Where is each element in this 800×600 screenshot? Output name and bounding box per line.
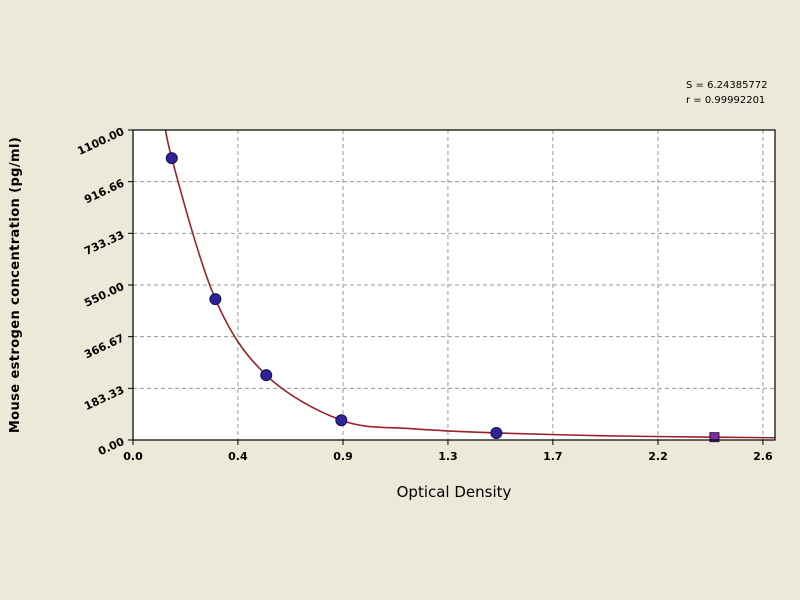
standard-curve bbox=[164, 130, 775, 439]
x-axis-title: Optical Density bbox=[396, 483, 512, 501]
y-tick-label: 1100.00 bbox=[75, 125, 126, 158]
x-tick-label: 0.9 bbox=[333, 450, 353, 463]
plot-area bbox=[133, 130, 775, 440]
data-point bbox=[165, 152, 178, 165]
y-tick-label: 183.33 bbox=[82, 383, 126, 413]
x-tick-label: 0.4 bbox=[228, 450, 248, 463]
fit-statistics: S = 6.24385772 r = 0.99992201 bbox=[686, 78, 768, 108]
data-point bbox=[490, 426, 503, 439]
y-tick-label: 550.00 bbox=[82, 280, 126, 310]
data-point bbox=[209, 293, 222, 306]
y-tick-label: 733.33 bbox=[82, 228, 126, 258]
data-point-square bbox=[709, 432, 720, 443]
x-tick-label: 1.3 bbox=[438, 450, 458, 463]
y-tick-label: 916.66 bbox=[82, 176, 126, 206]
data-point bbox=[335, 414, 348, 427]
fit-r-value: r = 0.99992201 bbox=[686, 95, 766, 106]
data-point bbox=[260, 369, 273, 382]
y-tick-label: 0.00 bbox=[96, 435, 126, 458]
y-tick-label: 366.67 bbox=[82, 332, 126, 362]
x-tick-label: 2.2 bbox=[648, 450, 668, 463]
fit-s-value: S = 6.24385772 bbox=[686, 80, 768, 91]
x-tick-label: 0.0 bbox=[123, 450, 143, 463]
x-tick-label: 2.6 bbox=[753, 450, 773, 463]
x-tick-label: 1.7 bbox=[543, 450, 563, 463]
